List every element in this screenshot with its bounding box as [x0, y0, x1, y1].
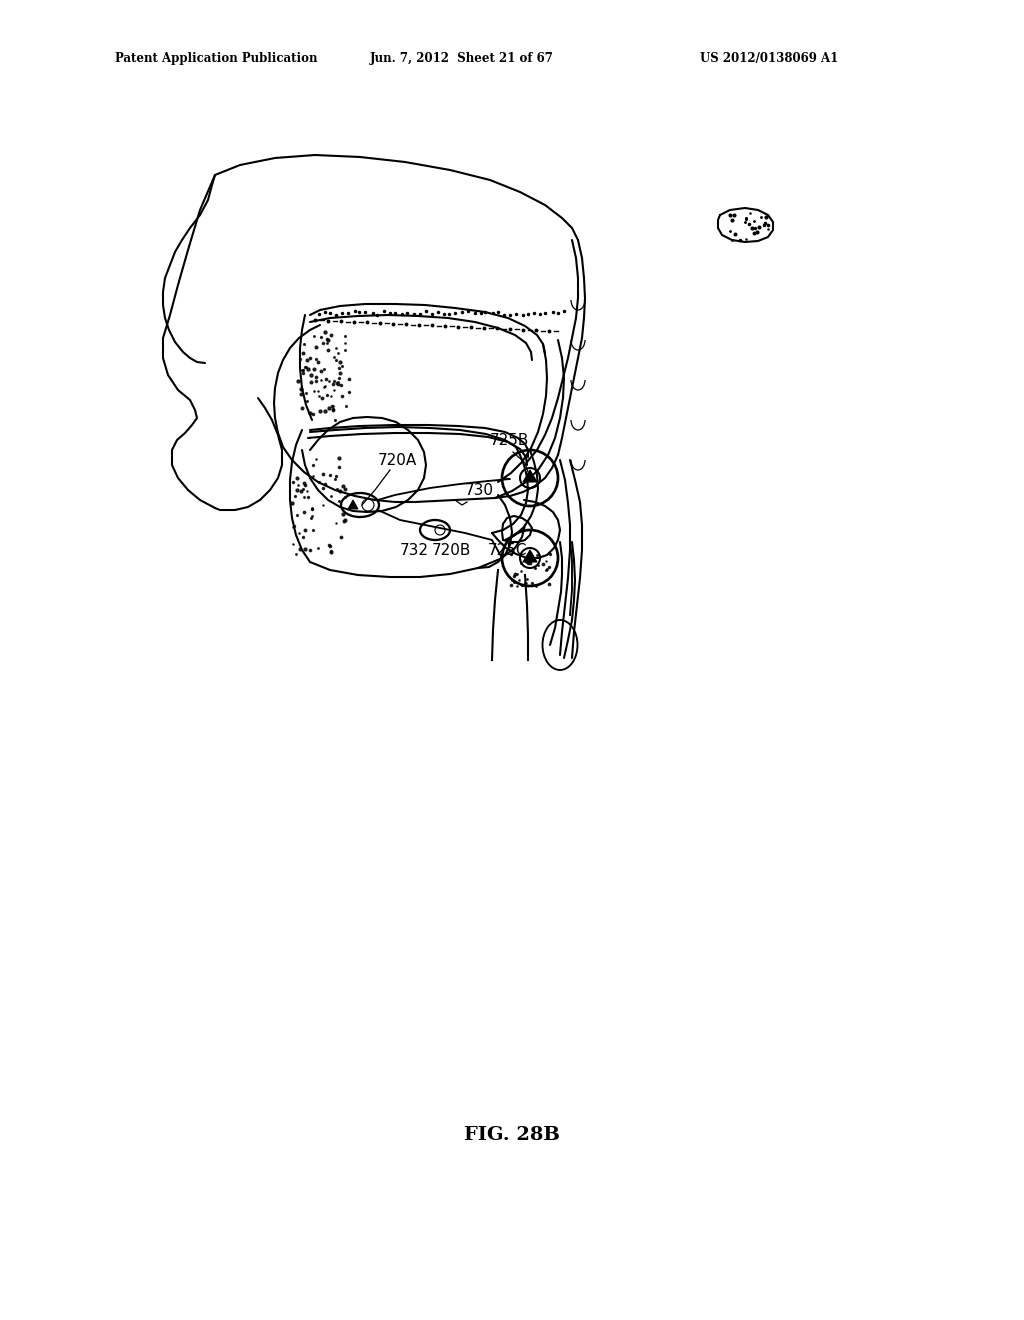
Polygon shape	[523, 470, 537, 482]
Text: 720B: 720B	[432, 543, 471, 558]
Text: 730: 730	[465, 483, 494, 498]
Text: 732: 732	[400, 543, 429, 558]
Text: 725C: 725C	[488, 543, 527, 558]
Text: 720A: 720A	[378, 453, 417, 469]
Polygon shape	[348, 500, 358, 510]
Circle shape	[520, 548, 540, 568]
Circle shape	[435, 525, 445, 535]
Text: 725B: 725B	[490, 433, 529, 447]
Text: Jun. 7, 2012  Sheet 21 of 67: Jun. 7, 2012 Sheet 21 of 67	[370, 51, 554, 65]
Text: US 2012/0138069 A1: US 2012/0138069 A1	[700, 51, 839, 65]
Text: FIG. 28B: FIG. 28B	[464, 1126, 560, 1144]
Text: Patent Application Publication: Patent Application Publication	[115, 51, 317, 65]
Polygon shape	[523, 550, 537, 562]
Circle shape	[362, 499, 374, 511]
Circle shape	[520, 469, 540, 488]
